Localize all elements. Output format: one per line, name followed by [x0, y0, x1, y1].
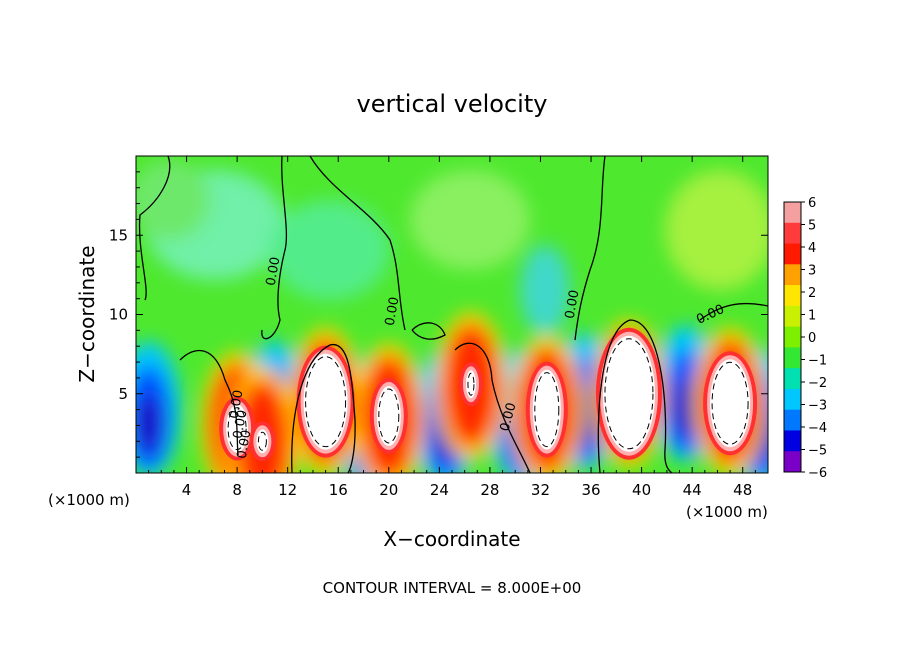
x-axis-ticks: 4 8 12 16 20 24 28 32 36 40 44 48	[148, 156, 756, 499]
zero-contour-line	[309, 156, 406, 331]
x-tick-label: 20	[379, 481, 398, 499]
x-tick-label: 48	[733, 481, 752, 499]
colorbar-label: 5	[808, 219, 816, 234]
colorbar-swatch	[784, 388, 801, 411]
x-tick-label: 36	[581, 481, 600, 499]
x-unit-right: (×1000 m)	[686, 503, 768, 521]
zero-contour-line	[454, 342, 531, 473]
chart-title: vertical velocity	[357, 90, 548, 118]
colorbar-swatch	[784, 326, 801, 348]
zero-contour-line	[179, 349, 239, 456]
x-tick-label: 40	[632, 481, 651, 499]
x-tick-label: 8	[232, 481, 242, 499]
core-contour	[305, 356, 347, 448]
colorbar-label: −1	[808, 354, 827, 369]
core-contour	[604, 338, 654, 450]
velocity-cores	[219, 327, 758, 462]
x-unit-left: (×1000 m)	[48, 491, 130, 509]
colorbar-swatch	[784, 243, 801, 265]
zero-contour-line	[411, 322, 446, 340]
colorbar-label: 4	[808, 241, 816, 256]
weak-updraft-region	[665, 170, 768, 290]
colorbar-label: −2	[808, 376, 827, 391]
updraft-core	[710, 359, 751, 448]
colorbar-swatch	[784, 347, 801, 369]
weak-updraft-region	[136, 160, 210, 240]
colorbar: 6 5 4 3 2 1 0 −1 −2 −3 −4 −5 −6	[783, 196, 827, 481]
colorbar-label: −6	[808, 466, 827, 481]
contour-label: 0.00	[563, 289, 583, 320]
y-axis-ticks: 5 10 15	[109, 171, 768, 458]
x-tick-label: 4	[182, 481, 192, 499]
weak-downdraft-region	[520, 245, 570, 335]
colorbar-swatch	[784, 222, 801, 245]
colorbar-swatch	[784, 305, 801, 328]
colorbar-label: 1	[808, 309, 816, 324]
contour-label: 0.00	[227, 389, 247, 420]
y-axis-label: Z−coordinate	[75, 245, 99, 382]
plot-area: 0.000.00 0.00 0.000.00 0.000.000.00	[136, 156, 768, 473]
zero-contour-line	[699, 302, 768, 321]
zero-contour-line	[291, 344, 356, 473]
zero-contour-line	[574, 156, 606, 341]
contour-label: 0.00	[264, 256, 284, 287]
contour-interval-note: CONTOUR INTERVAL = 8.000E+00	[323, 579, 582, 597]
zero-contours: 0.000.00 0.00 0.000.00 0.000.000.00	[138, 156, 768, 473]
contour-label: 0.00	[235, 429, 255, 460]
updraft-core	[532, 369, 561, 450]
colorbar-label: 6	[808, 196, 816, 211]
zero-contour-line	[138, 156, 171, 301]
colorbar-swatch	[784, 368, 801, 390]
x-tick-label: 32	[531, 481, 550, 499]
colorbar-label: −3	[808, 399, 827, 414]
core-contour	[534, 372, 560, 448]
y-tick-label: 10	[109, 306, 128, 324]
x-axis-label: X−coordinate	[383, 527, 520, 551]
colorbar-label: 3	[808, 264, 816, 279]
downdraft-peak	[673, 377, 698, 438]
core-contour	[711, 361, 749, 445]
colorbar-swatch	[784, 202, 801, 224]
downdraft-peak	[136, 393, 161, 454]
y-tick-label: 15	[109, 226, 128, 244]
zero-contour-line	[597, 319, 673, 473]
colorbar-swatch	[784, 409, 801, 431]
zero-contour-line	[261, 156, 288, 340]
core-contour	[257, 431, 267, 451]
x-tick-label: 12	[278, 481, 297, 499]
x-tick-label: 24	[430, 481, 449, 499]
colorbar-swatch	[784, 264, 801, 286]
colorbar-swatch	[784, 285, 801, 307]
colorbar-swatch	[784, 430, 801, 452]
colorbar-label: 0	[808, 331, 816, 346]
colorbar-label: −4	[808, 421, 827, 436]
colorbar-label: −5	[808, 444, 827, 459]
core-contour	[467, 372, 475, 396]
updraft-core	[376, 385, 401, 446]
y-tick-label: 5	[118, 385, 128, 403]
x-tick-label: 28	[480, 481, 499, 499]
x-tick-label: 16	[329, 481, 348, 499]
weak-downdraft-region	[270, 200, 390, 300]
weak-updraft-region	[410, 170, 530, 270]
colorbar-swatch	[784, 451, 801, 473]
contour-label: 0.00	[383, 296, 403, 327]
updraft-core	[303, 353, 348, 450]
colorbar-label: 2	[808, 286, 816, 301]
core-contour	[378, 388, 400, 444]
x-tick-label: 44	[683, 481, 702, 499]
contour-label: 0.00	[498, 401, 520, 433]
contour-label: 0.00	[231, 409, 251, 440]
updraft-core	[602, 335, 655, 452]
